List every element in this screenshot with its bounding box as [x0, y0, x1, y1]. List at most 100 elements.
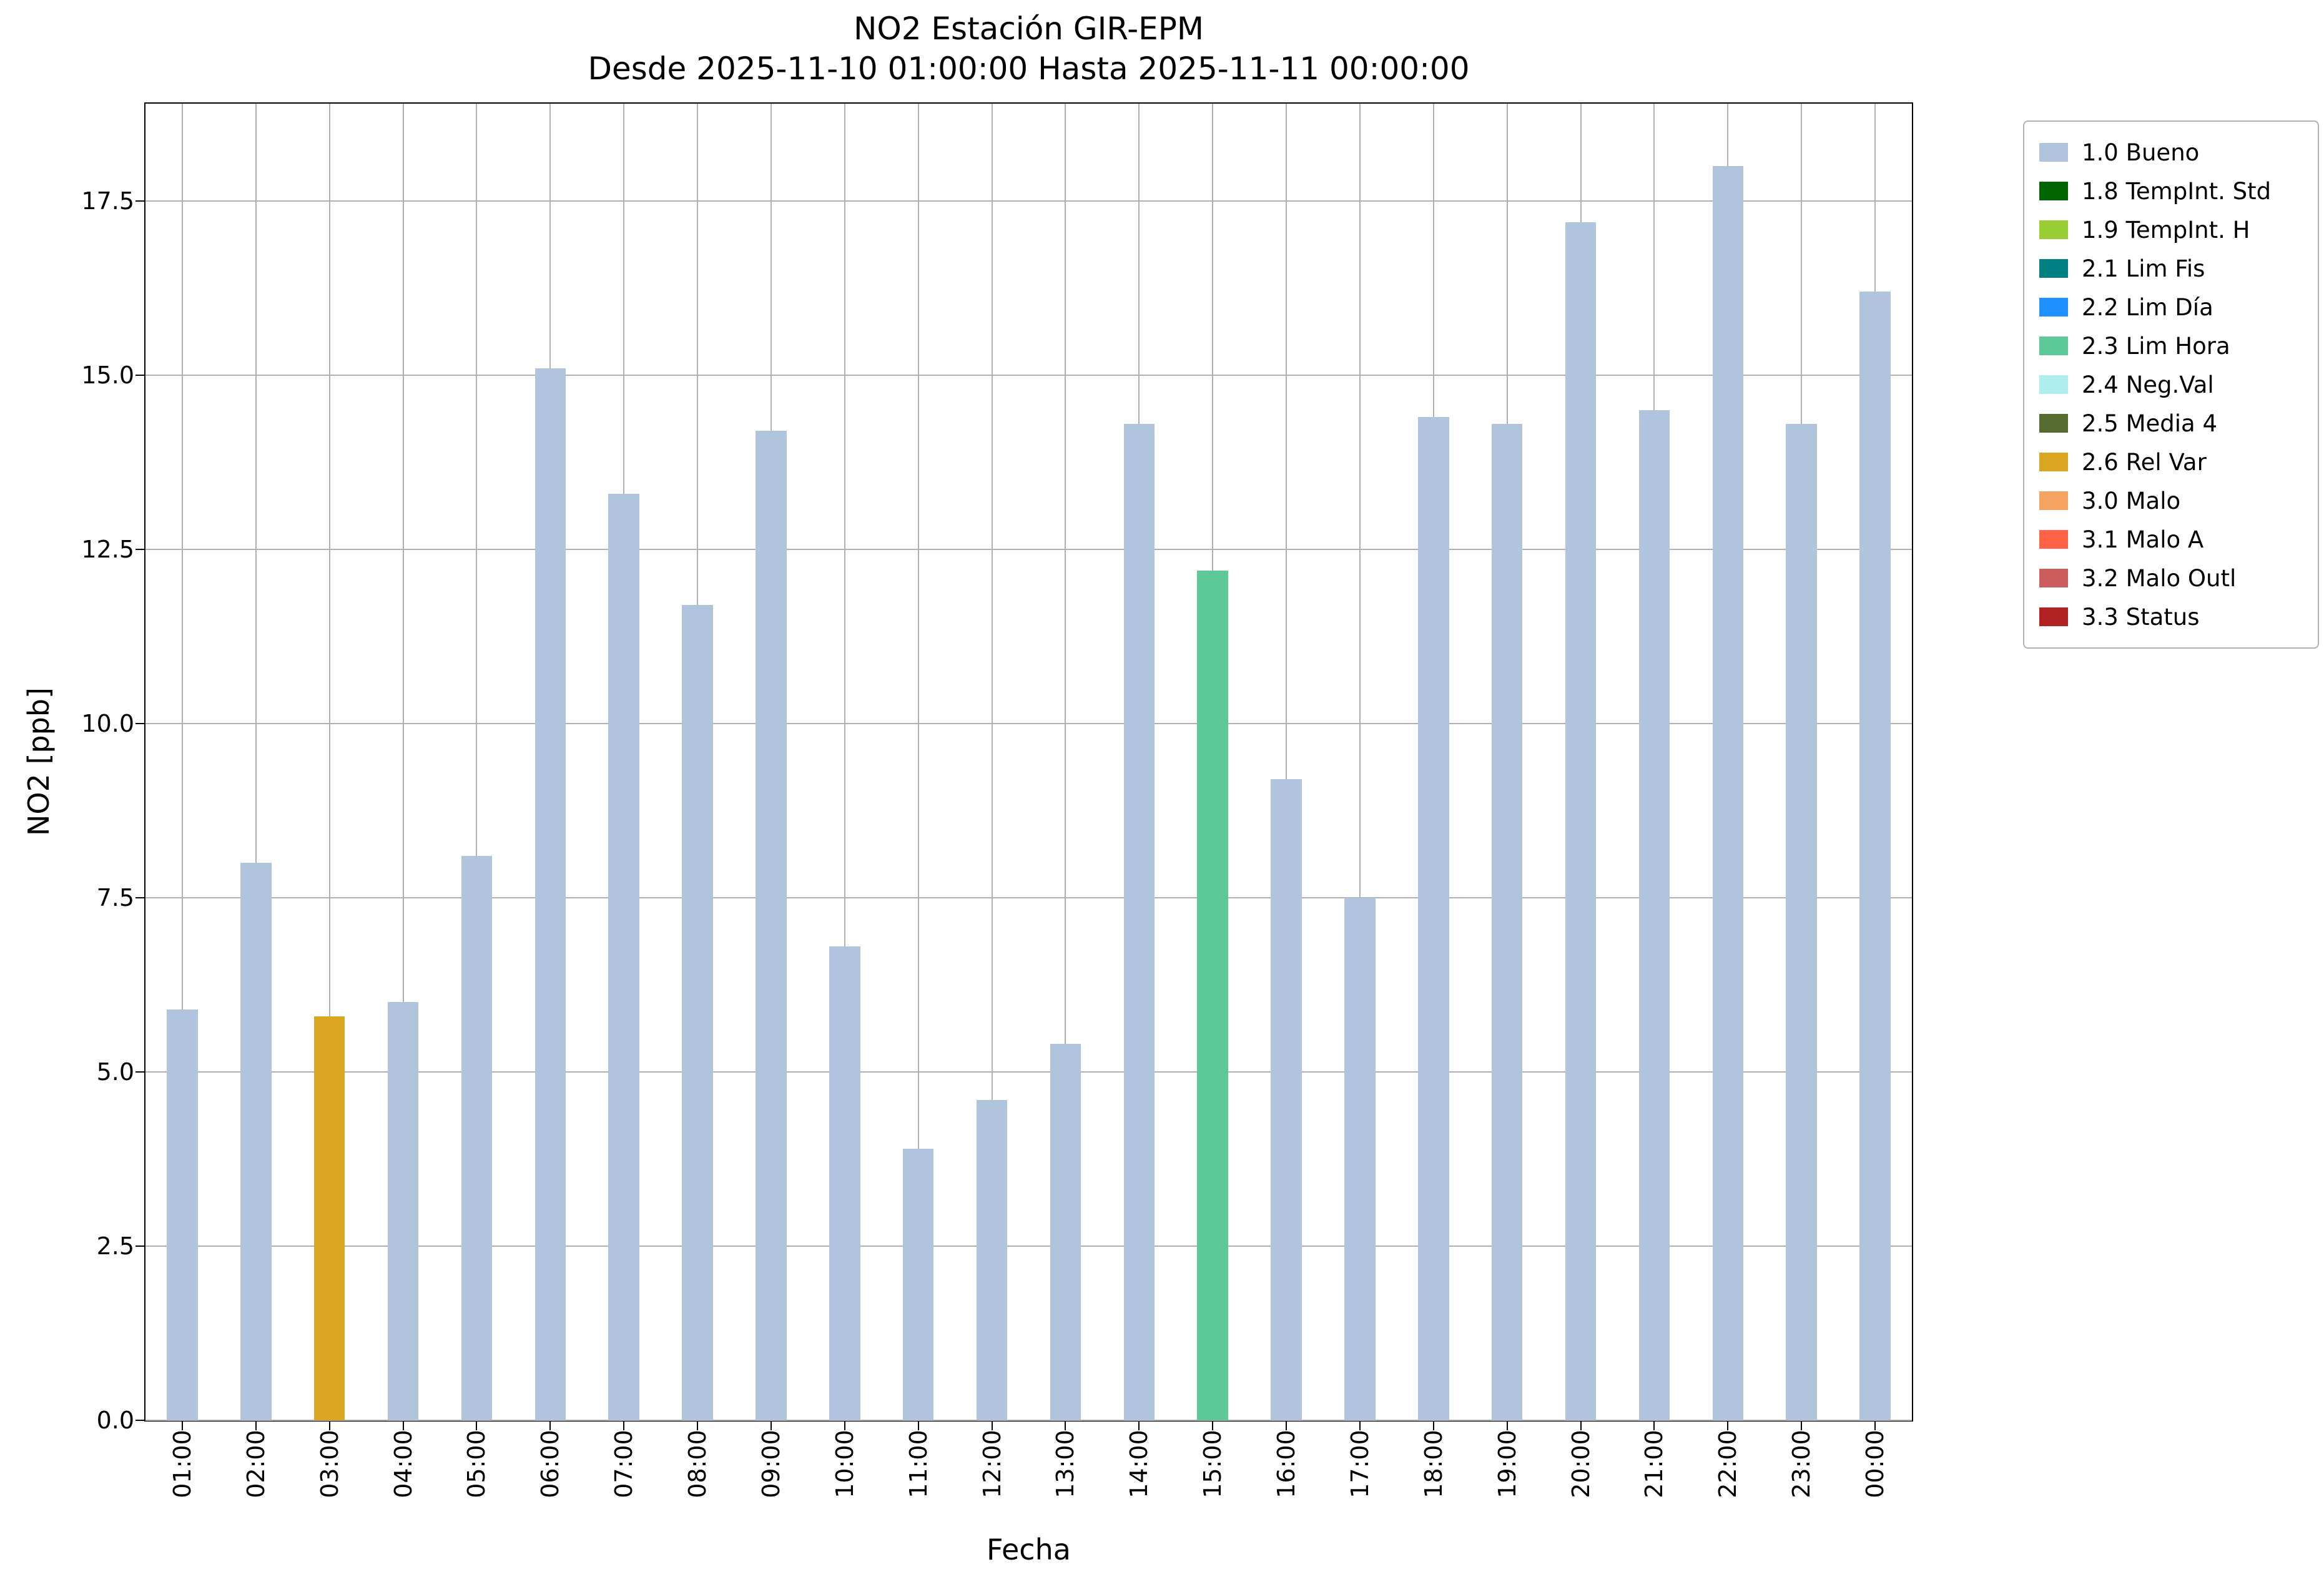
bar	[1271, 779, 1302, 1420]
x-tick-mark	[1212, 1422, 1214, 1430]
bar	[608, 493, 639, 1420]
title-block: NO2 Estación GIR-EPM Desde 2025-11-10 01…	[144, 9, 1913, 89]
y-tick-mark	[135, 897, 144, 899]
legend-swatch	[2039, 298, 2068, 317]
legend-swatch	[2039, 530, 2068, 549]
x-tick-mark	[1653, 1422, 1655, 1430]
x-tick-mark	[1874, 1422, 1876, 1430]
x-tick-label: 00:00	[1861, 1430, 1889, 1498]
bar	[1712, 166, 1744, 1420]
bar	[1197, 570, 1228, 1420]
bar	[756, 431, 787, 1420]
y-gridline	[145, 375, 1912, 376]
x-tick-mark	[1138, 1422, 1140, 1430]
y-tick-mark	[135, 200, 144, 202]
x-tick-mark	[549, 1422, 551, 1430]
bar	[976, 1099, 1008, 1420]
legend-swatch	[2039, 453, 2068, 471]
x-gridline	[917, 104, 919, 1420]
legend-swatch	[2039, 414, 2068, 433]
x-tick-label: 23:00	[1788, 1430, 1816, 1498]
legend-label: 1.8 TempInt. Std	[2082, 177, 2272, 205]
x-tick-label: 07:00	[610, 1430, 638, 1498]
y-tick-mark	[135, 723, 144, 725]
x-tick-label: 11:00	[904, 1430, 932, 1498]
x-tick-mark	[770, 1422, 772, 1430]
legend-label: 2.3 Lim Hora	[2082, 332, 2230, 360]
x-tick-label: 19:00	[1493, 1430, 1521, 1498]
x-gridline	[1359, 104, 1361, 1420]
x-tick-mark	[1727, 1422, 1729, 1430]
x-tick-mark	[181, 1422, 183, 1430]
y-tick-mark	[135, 1245, 144, 1247]
bar	[313, 1016, 345, 1420]
x-tick-mark	[1801, 1422, 1803, 1430]
y-gridline	[145, 200, 1912, 202]
x-tick-mark	[1506, 1422, 1508, 1430]
legend-label: 1.9 TempInt. H	[2082, 216, 2250, 243]
legend-swatch	[2039, 182, 2068, 200]
x-gridline	[402, 104, 404, 1420]
x-tick-label: 12:00	[978, 1430, 1006, 1498]
x-gridline	[1065, 104, 1066, 1420]
legend-label: 3.1 Malo A	[2082, 526, 2204, 553]
legend-item: 2.3 Lim Hora	[2039, 327, 2303, 365]
y-gridline	[145, 723, 1912, 725]
x-tick-label: 05:00	[463, 1430, 491, 1498]
bar	[1418, 417, 1449, 1420]
bar	[1050, 1044, 1081, 1420]
y-tick-label: 0.0	[96, 1407, 134, 1434]
x-tick-mark	[402, 1422, 404, 1430]
legend-swatch	[2039, 143, 2068, 162]
legend-swatch	[2039, 569, 2068, 587]
legend-label: 2.5 Media 4	[2082, 410, 2218, 437]
y-gridline	[145, 1245, 1912, 1247]
bar	[387, 1002, 419, 1420]
x-tick-label: 20:00	[1567, 1430, 1595, 1498]
x-tick-label: 06:00	[536, 1430, 564, 1498]
y-tick-label: 12.5	[81, 536, 134, 564]
x-tick-label: 17:00	[1346, 1430, 1374, 1498]
y-tick-mark	[135, 1420, 144, 1421]
legend-item: 2.4 Neg.Val	[2039, 365, 2303, 404]
legend: 1.0 Bueno 1.8 TempInt. Std 1.9 TempInt. H 2…	[2023, 120, 2319, 649]
x-gridline	[476, 104, 478, 1420]
bar	[829, 946, 860, 1420]
x-gridline	[328, 104, 330, 1420]
x-tick-label: 10:00	[830, 1430, 859, 1498]
y-tick-label: 7.5	[96, 884, 134, 912]
x-gridline	[181, 104, 183, 1420]
x-tick-label: 03:00	[315, 1430, 343, 1498]
y-tick-mark	[135, 1071, 144, 1073]
x-tick-label: 14:00	[1125, 1430, 1153, 1498]
x-tick-label: 15:00	[1199, 1430, 1227, 1498]
legend-item: 1.0 Bueno	[2039, 133, 2303, 172]
y-axis-label: NO2 [ppb]	[22, 687, 56, 836]
legend-label: 2.4 Neg.Val	[2082, 371, 2214, 398]
x-tick-mark	[917, 1422, 919, 1430]
x-tick-label: 18:00	[1419, 1430, 1447, 1498]
bar	[1638, 410, 1670, 1420]
y-tick-label: 5.0	[96, 1058, 134, 1086]
x-tick-mark	[1359, 1422, 1361, 1430]
bar	[682, 605, 713, 1420]
legend-item: 3.3 Status	[2039, 597, 2303, 636]
legend-swatch	[2039, 337, 2068, 355]
x-tick-label: 13:00	[1051, 1430, 1080, 1498]
x-tick-mark	[328, 1422, 330, 1430]
legend-item: 1.9 TempInt. H	[2039, 210, 2303, 249]
bar	[461, 856, 493, 1420]
bar	[1565, 222, 1597, 1420]
y-tick-mark	[135, 549, 144, 551]
legend-item: 1.8 TempInt. Std	[2039, 172, 2303, 210]
legend-swatch	[2039, 607, 2068, 626]
x-gridline	[991, 104, 993, 1420]
legend-item: 3.0 Malo	[2039, 481, 2303, 520]
x-tick-mark	[991, 1422, 993, 1430]
x-tick-mark	[844, 1422, 845, 1430]
x-tick-label: 09:00	[757, 1430, 785, 1498]
bar	[1859, 292, 1891, 1420]
x-tick-mark	[1580, 1422, 1582, 1430]
bar	[534, 368, 566, 1420]
